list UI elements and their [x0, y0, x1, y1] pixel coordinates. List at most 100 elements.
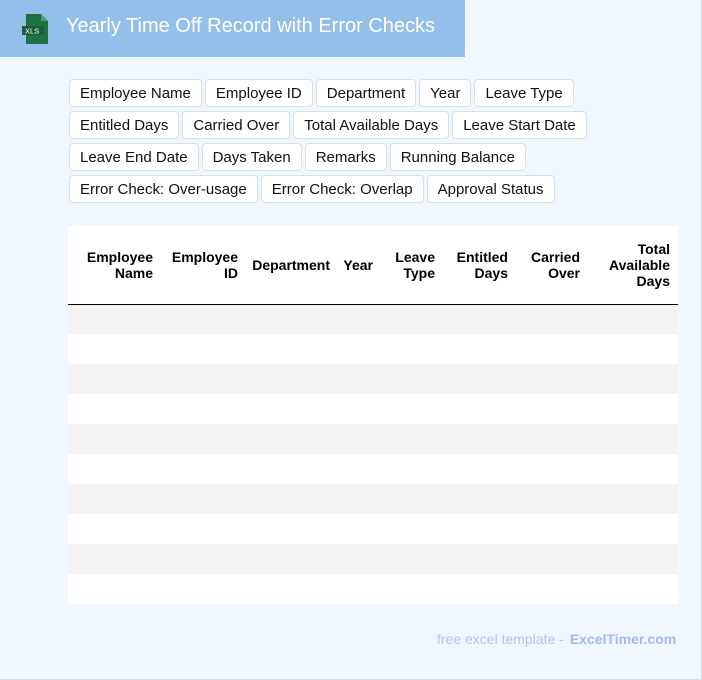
table-cell[interactable] — [516, 544, 588, 574]
field-chip[interactable]: Days Taken — [201, 143, 302, 171]
table-cell[interactable] — [443, 424, 516, 454]
table-cell[interactable] — [246, 574, 338, 604]
table-cell[interactable] — [588, 304, 678, 334]
table-cell[interactable] — [588, 574, 678, 604]
table-cell[interactable] — [516, 334, 588, 364]
table-cell[interactable] — [443, 544, 516, 574]
table-cell[interactable] — [588, 364, 678, 394]
table-cell[interactable] — [246, 364, 338, 394]
table-cell[interactable] — [161, 484, 246, 514]
table-cell[interactable] — [381, 304, 443, 334]
table-cell[interactable] — [161, 544, 246, 574]
table-cell[interactable] — [161, 394, 246, 424]
column-header-text: Employee — [86, 248, 153, 265]
table-cell[interactable] — [588, 424, 678, 454]
table-cell[interactable] — [68, 544, 161, 574]
field-chip[interactable]: Leave Start Date — [452, 111, 587, 139]
table-cell[interactable] — [338, 304, 381, 334]
table-cell[interactable] — [588, 484, 678, 514]
table-cell[interactable] — [68, 424, 161, 454]
table-cell[interactable] — [338, 424, 381, 454]
table-cell[interactable] — [588, 454, 678, 484]
table-cell[interactable] — [588, 394, 678, 424]
table-cell[interactable] — [443, 304, 516, 334]
table-cell[interactable] — [246, 394, 338, 424]
field-chip[interactable]: Leave Type — [474, 79, 574, 107]
table-cell[interactable] — [381, 334, 443, 364]
table-cell[interactable] — [516, 394, 588, 424]
table-cell[interactable] — [443, 394, 516, 424]
footer-brand-link[interactable]: ExcelTimer.com — [569, 631, 677, 647]
table-cell[interactable] — [338, 334, 381, 364]
table-cell[interactable] — [443, 454, 516, 484]
table-cell[interactable] — [161, 364, 246, 394]
table-cell[interactable] — [246, 334, 338, 364]
field-chip[interactable]: Running Balance — [389, 143, 526, 171]
table-cell[interactable] — [338, 454, 381, 484]
table-cell[interactable] — [516, 484, 588, 514]
table-cell[interactable] — [381, 454, 443, 484]
table-cell[interactable] — [246, 454, 338, 484]
table-cell[interactable] — [516, 364, 588, 394]
table-cell[interactable] — [381, 484, 443, 514]
table-cell[interactable] — [338, 394, 381, 424]
table-cell[interactable] — [588, 514, 678, 544]
table-cell[interactable] — [516, 514, 588, 544]
table-cell[interactable] — [68, 454, 161, 484]
field-chip[interactable]: Entitled Days — [69, 111, 180, 139]
table-cell[interactable] — [588, 334, 678, 364]
field-chip[interactable]: Error Check: Over-usage — [69, 175, 258, 203]
table-cell[interactable] — [161, 514, 246, 544]
table-cell[interactable] — [68, 334, 161, 364]
table-cell[interactable] — [68, 394, 161, 424]
table-cell[interactable] — [338, 514, 381, 544]
field-chip[interactable]: Year — [419, 79, 472, 107]
table-cell[interactable] — [161, 304, 246, 334]
table-cell[interactable] — [68, 574, 161, 604]
table-cell[interactable] — [516, 454, 588, 484]
table-cell[interactable] — [161, 334, 246, 364]
table-cell[interactable] — [443, 334, 516, 364]
field-chip[interactable]: Remarks — [304, 143, 387, 171]
table-cell[interactable] — [338, 484, 381, 514]
table-cell[interactable] — [338, 544, 381, 574]
table-cell[interactable] — [161, 454, 246, 484]
table-cell[interactable] — [161, 424, 246, 454]
table-cell[interactable] — [443, 364, 516, 394]
table-cell[interactable] — [381, 424, 443, 454]
table-cell[interactable] — [516, 574, 588, 604]
table-cell[interactable] — [381, 514, 443, 544]
table-cell[interactable] — [246, 484, 338, 514]
table-cell[interactable] — [246, 544, 338, 574]
table-cell[interactable] — [338, 574, 381, 604]
field-chip[interactable]: Carried Over — [182, 111, 291, 139]
field-chip[interactable]: Employee Name — [69, 79, 202, 107]
table-cell[interactable] — [516, 424, 588, 454]
field-chip[interactable]: Department — [315, 79, 417, 107]
table-cell[interactable] — [443, 514, 516, 544]
table-cell[interactable] — [381, 574, 443, 604]
field-chip[interactable]: Approval Status — [426, 175, 555, 203]
field-chip[interactable]: Total Available Days — [293, 111, 450, 139]
table-cell[interactable] — [588, 544, 678, 574]
table-row — [68, 514, 678, 544]
table-cell[interactable] — [443, 574, 516, 604]
table-cell[interactable] — [381, 394, 443, 424]
table-cell[interactable] — [443, 484, 516, 514]
table-cell[interactable] — [246, 304, 338, 334]
field-chip[interactable]: Error Check: Overlap — [260, 175, 424, 203]
table-cell[interactable] — [68, 514, 161, 544]
table-cell[interactable] — [68, 484, 161, 514]
field-chip[interactable]: Leave End Date — [69, 143, 199, 171]
table-cell[interactable] — [161, 574, 246, 604]
table-row — [68, 424, 678, 454]
field-chip[interactable]: Employee ID — [204, 79, 313, 107]
table-cell[interactable] — [246, 514, 338, 544]
table-cell[interactable] — [381, 364, 443, 394]
table-cell[interactable] — [68, 364, 161, 394]
table-cell[interactable] — [246, 424, 338, 454]
table-cell[interactable] — [381, 544, 443, 574]
table-cell[interactable] — [68, 304, 161, 334]
table-cell[interactable] — [516, 304, 588, 334]
table-cell[interactable] — [338, 364, 381, 394]
